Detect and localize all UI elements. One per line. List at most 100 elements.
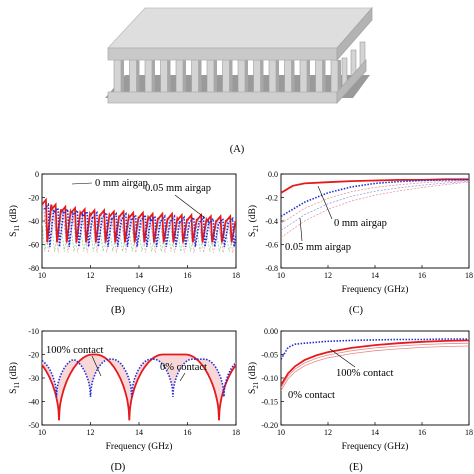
fin-side [214,60,217,93]
x-tick-label: 12 [324,428,332,437]
fin-side [260,60,264,93]
y-tick-label: -0.05 [261,351,278,360]
fin [113,59,122,94]
x-tick-label: 16 [184,271,192,280]
x-axis-label: Frequency (GHz) [106,284,173,295]
y-tick-label: -30 [28,374,39,383]
y-tick-label: -40 [28,398,39,407]
series-line [281,178,469,194]
x-tick-label: 12 [87,428,95,437]
x-tick-label: 10 [277,271,285,280]
fin [253,59,261,94]
fin [284,59,292,94]
x-axis-label: Frequency (GHz) [342,284,409,295]
caption-b: (B) [111,305,126,316]
fin-side [152,60,155,93]
fin [330,59,339,94]
fin-side [338,60,341,93]
y-axis-label: S21 (dB) [247,205,260,237]
annotation-leader [91,355,102,377]
x-tick-label: 10 [38,271,46,280]
top-plate-front-edge [107,47,338,61]
plot-area [42,197,236,253]
x-tick-label: 18 [465,271,473,280]
fin-side [167,60,171,93]
device-3d-illustration [105,6,373,105]
y-tick-label: -0.20 [261,421,278,430]
panel-d-s11-contact: 10 12 14 16 18 -50 -40 -30 -20 -10 Frequency (GHz)… [8,327,240,452]
bottom-plate-front-edge [107,91,338,104]
fin-side [183,60,186,93]
y-tick-label: -60 [28,241,39,250]
fin-side [136,60,140,93]
fin-side [276,60,279,93]
plot-area [281,338,469,391]
x-axis-label: Frequency (GHz) [342,441,409,452]
bottom-plate-side-edge [336,58,367,105]
caption-c: (C) [349,305,364,316]
y-tick-label: -0.2 [265,194,278,203]
fin [268,59,277,94]
fin-side [198,60,202,93]
panel-e-s21-contact: 10 12 14 16 18 -0.20 -0.15 -0.10 -0.05 0.00 Freque… [247,327,473,452]
y-axis-label: S11 (dB) [8,205,21,237]
series-line [42,353,236,421]
panel-c-s21-airgap: 10 12 14 16 18 -0.8 -0.6 -0.4 -0.2 0.0 Frequency (… [247,170,473,295]
x-tick-label: 12 [324,271,332,280]
y-tick-label: -20 [28,351,39,360]
annotation-leader [71,182,93,185]
annotation-0-contact: 0% contact [160,362,207,373]
x-tick-label: 18 [232,428,240,437]
annotation-leader [179,372,186,382]
top-plate-side-edge [336,6,373,62]
fin [237,59,246,94]
y-tick-label: -80 [28,264,39,273]
fin [175,59,184,94]
fin [206,59,215,94]
fin [191,59,199,94]
annotation-0-contact: 0% contact [288,390,335,401]
y-tick-label: -0.15 [261,398,278,407]
series-line [42,358,236,397]
y-tick-label: 0 [35,170,39,179]
caption-a: (A) [230,144,245,155]
fin [299,59,308,94]
y-tick-label: -10 [28,327,39,336]
caption-e: (E) [349,462,363,473]
fin [222,59,230,94]
fin [160,59,168,94]
x-tick-label: 14 [135,428,143,437]
fin-side [291,60,295,93]
x-tick-label: 12 [87,271,95,280]
fin [315,59,323,94]
annotation-leader [174,194,206,219]
fin-side [307,60,310,93]
annotation-leader [329,348,356,368]
annotation-leader [299,217,303,242]
top-plate [107,7,373,49]
x-tick-label: 16 [184,428,192,437]
fin [129,59,137,94]
x-axis-label: Frequency (GHz) [106,441,173,452]
fin-side [245,60,248,93]
annotation-005mm-airgap: 0.05 mm airgap [145,183,211,194]
annotation-100-contact: 100% contact [46,345,104,356]
y-axis-label: S11 (dB) [8,362,21,394]
x-tick-label: 10 [38,428,46,437]
y-tick-label: -0.8 [265,264,278,273]
plot-area [281,178,469,238]
fin-side [121,60,124,93]
caption-d: (D) [111,462,126,473]
faint-series-line [281,180,469,231]
annotation-100-contact: 100% contact [336,368,394,379]
x-tick-label: 14 [135,271,143,280]
x-tick-label: 10 [277,428,285,437]
series-line [281,338,469,360]
faint-series-line [281,342,469,389]
series-line [281,339,469,386]
y-tick-label: -50 [28,421,39,430]
annotation-0mm-airgap: 0 mm airgap [334,218,387,229]
y-tick-label: -0.10 [261,374,278,383]
